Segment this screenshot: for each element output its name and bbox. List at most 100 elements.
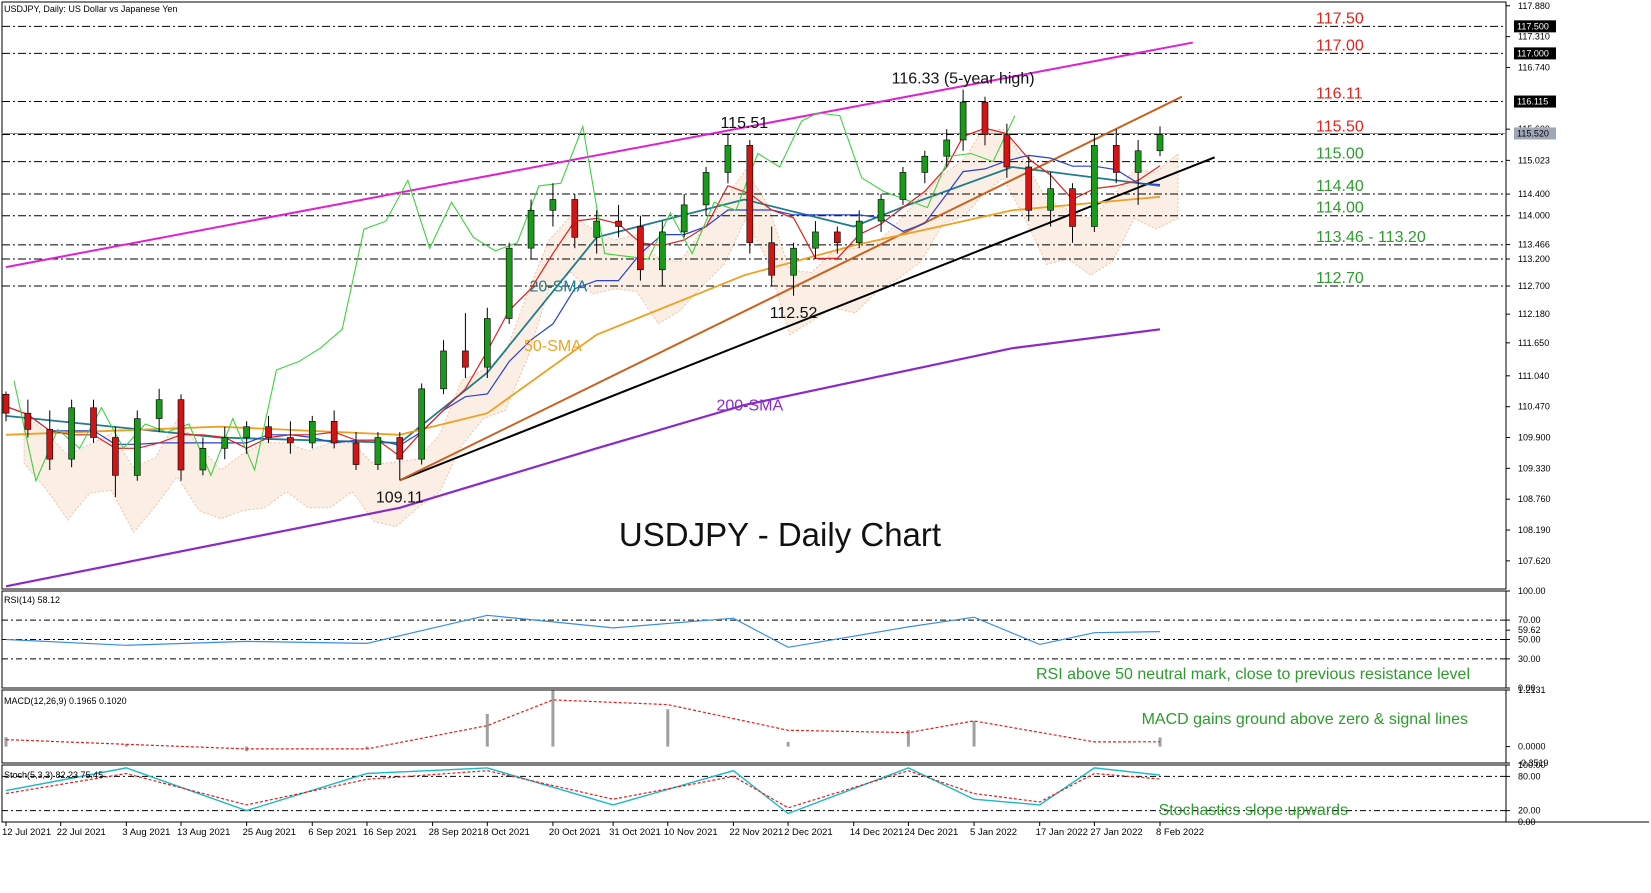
candle-body [199,448,207,471]
candle [959,89,967,151]
candle [1134,139,1142,205]
annotation-label: 115.51 [720,115,768,132]
date-axis: 12 Jul 2021 22 Jul 2021 3 Aug 2021 13 Aug 2… [2,821,1649,838]
candle-body [702,172,710,206]
candle-body [1091,145,1098,227]
rsi-tick-label: 50.00 [1518,635,1541,645]
candle-body [352,442,360,465]
axis-current-label: 115.520 [1517,128,1549,138]
candle [155,388,163,433]
x-tick-label: 3 Aug 2021 [122,827,170,838]
candle [790,242,797,296]
x-tick-label: 13 Aug 2021 [177,827,230,838]
candle-body [68,407,75,460]
candle-body [133,418,141,476]
candle-body [177,399,185,471]
candle-body [418,388,425,460]
candle [593,210,600,254]
x-tick-label: 22 Nov 2021 [729,827,783,838]
macd-signal-line [5,699,1161,750]
trendline-orange-trendline [399,95,1183,482]
candle [308,415,316,449]
x-tick-label: 6 Sep 2021 [308,827,357,838]
candle-body [877,199,885,222]
candle-body [374,437,382,465]
candle [374,432,382,470]
candle [2,391,10,422]
x-tick-label: 31 Oct 2021 [609,827,661,838]
candle-body [483,318,491,368]
stoch-tick-label: 100.00 [1518,760,1546,770]
candle [68,399,75,468]
rsi-annotation: RSI above 50 neutral mark, close to prev… [1036,666,1470,683]
series-200-SMA [5,328,1161,588]
chart-title: USDJPY - Daily Chart [619,516,941,553]
candle [571,194,579,249]
candle [746,139,754,254]
candle-body [549,199,557,211]
candle-body [834,231,841,244]
x-tick-label: 27 Jan 2022 [1090,827,1142,838]
level-label: 115.50 [1316,119,1364,136]
candle [1091,134,1098,232]
candle [418,383,425,465]
pane-frame [1,689,1507,764]
annotation-label: 112.52 [770,305,818,322]
candle [287,421,294,454]
candle [527,199,535,259]
candle [615,204,622,238]
candle-body [287,437,294,444]
rsi-tick-label: 59.62 [1518,625,1541,635]
axis-level-box [1514,47,1556,60]
price-tick-label: 117.880 [1518,1,1550,11]
price-tick-label: 117.310 [1518,32,1550,42]
candle [812,221,819,259]
level-label: 117.50 [1316,10,1364,27]
trendline-support-trendline [399,156,1216,482]
rsi-pane-title: RSI(14) 58.12 [4,595,60,605]
candle-body [265,426,272,438]
candle [1069,183,1076,243]
candle-body [571,199,579,238]
level-label: 116.11 [1316,86,1363,103]
candle [243,421,250,454]
candle-body [724,145,732,173]
price-tick-label: 111.650 [1518,338,1549,348]
stoch-annotation: Stochastics slope upwards [1159,802,1348,819]
level-label: 112.70 [1316,270,1364,287]
candle [177,394,185,481]
ichimoku-cloud [23,128,1179,534]
x-tick-label: 14 Dec 2021 [850,827,904,838]
candle-body [615,220,622,227]
candle [330,410,338,449]
candle-body [899,172,907,200]
price-tick-label: 109.900 [1518,433,1551,443]
candle [265,415,272,443]
stoch-tick-label: 80.00 [1518,771,1541,781]
candle [112,426,119,498]
x-tick-label: 12 Jul 2021 [2,827,51,838]
candle-body [659,231,666,271]
pane-frame [1,1,1507,590]
candle [352,432,360,470]
x-tick-label: 20 Oct 2021 [549,827,601,838]
price-tick-label: 110.470 [1518,402,1550,412]
candle [702,167,710,216]
candle-body [1025,166,1033,211]
annotation-label: 116.33 (5-year high) [892,71,1035,88]
stoch-signal-line [5,770,1161,809]
rsi-tick-label: 0.00 [1518,683,1536,693]
candle-body [505,247,513,319]
candle-body [1112,145,1120,173]
candle [1003,123,1011,178]
candle [483,307,491,379]
level-label: 115.00 [1316,146,1364,163]
candle-body [959,101,967,141]
candle-body [943,139,951,157]
stoch-pane-title: Stoch(5,3,3) 82.23 75.45 [4,770,103,780]
x-tick-label: 5 Jan 2022 [970,827,1017,838]
candle-body [243,426,250,438]
